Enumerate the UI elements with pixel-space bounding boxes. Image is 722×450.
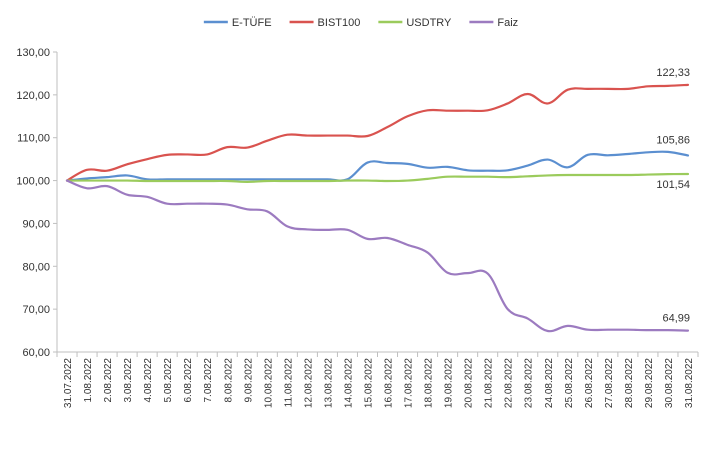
x-tick-label: 27.08.2022 [604,358,615,408]
legend-label: BIST100 [318,17,361,29]
y-axis: 60,00 70,00 80,00 90,00 100,00 110,00 120,00 13… [16,47,58,359]
x-tick-label: 12.08.2022 [303,358,314,408]
x-tick-label: 8.08.2022 [223,358,234,403]
series-line-usdtry [65,172,690,183]
y-tick-label: 60,00 [22,347,50,359]
x-tick-label: 17.08.2022 [404,358,415,408]
x-tick-label: 31.08.2022 [684,358,695,408]
x-tick-label: 2.08.2022 [103,358,114,403]
x-tick-label: 23.08.2022 [524,358,535,408]
x-tick-label: 20.08.2022 [464,358,475,408]
x-tick-label: 19.08.2022 [444,358,455,408]
end-value-label: 64,99 [662,313,690,325]
x-tick-label: 18.08.2022 [424,358,435,408]
x-tick-label: 15.08.2022 [363,358,374,408]
x-tick-label: 16.08.2022 [384,358,395,408]
x-tick-label: 11.08.2022 [283,358,294,408]
x-tick-label: 28.08.2022 [624,358,635,408]
legend-item: USDTRY [378,17,452,29]
x-tick-label: 1.08.2022 [83,358,94,403]
x-tick-label: 4.08.2022 [143,358,154,403]
y-tick-label: 90,00 [22,218,50,230]
x-tick-label: 14.08.2022 [343,358,354,408]
x-tick-label: 21.08.2022 [484,358,495,408]
x-tick-label: 10.08.2022 [263,358,274,408]
x-tick-label: 9.08.2022 [243,358,254,403]
chart-legend: E-TÜFE BIST100 USDTRY Faiz [203,17,518,29]
series-layer [65,83,690,333]
series-line-e-t-fe [65,150,690,182]
x-axis: 31.07.2022 1.08.2022 2.08.2022 3.08.2022 4.0… [56,351,699,408]
x-tick-label: 24.08.2022 [544,358,555,408]
legend-label: USDTRY [406,17,452,29]
x-tick-label: 6.08.2022 [183,358,194,403]
legend-item: E-TÜFE [203,17,272,29]
y-tick-label: 70,00 [22,304,50,316]
legend-label: Faiz [497,17,518,29]
y-tick-label: 130,00 [16,47,50,59]
x-tick-label: 30.08.2022 [664,358,675,408]
y-tick-label: 100,00 [16,176,50,188]
y-tick-label: 110,00 [17,133,50,145]
end-value-label: 105,86 [656,134,690,146]
end-value-label: 122,33 [656,67,690,79]
end-value-label: 101,54 [656,179,690,191]
x-tick-label: 5.08.2022 [163,358,174,403]
x-tick-label: 29.08.2022 [644,358,655,408]
y-tick-label: 120,00 [16,90,50,102]
x-tick-label: 13.08.2022 [323,358,334,408]
legend-label: E-TÜFE [232,17,272,29]
legend-item: Faiz [469,17,518,29]
x-tick-label: 22.08.2022 [504,358,515,408]
y-tick-label: 80,00 [22,261,50,273]
x-tick-label: 25.08.2022 [564,358,575,408]
series-line-bist100 [65,83,690,182]
x-tick-label: 3.08.2022 [123,358,134,403]
x-tick-label: 26.08.2022 [584,358,595,408]
x-tick-label: 7.08.2022 [203,358,214,403]
legend-item: BIST100 [289,17,361,29]
end-labels: 105,86 122,33 101,54 64,99 [656,67,690,325]
x-tick-label: 31.07.2022 [63,358,74,408]
series-line-faiz [65,179,690,333]
